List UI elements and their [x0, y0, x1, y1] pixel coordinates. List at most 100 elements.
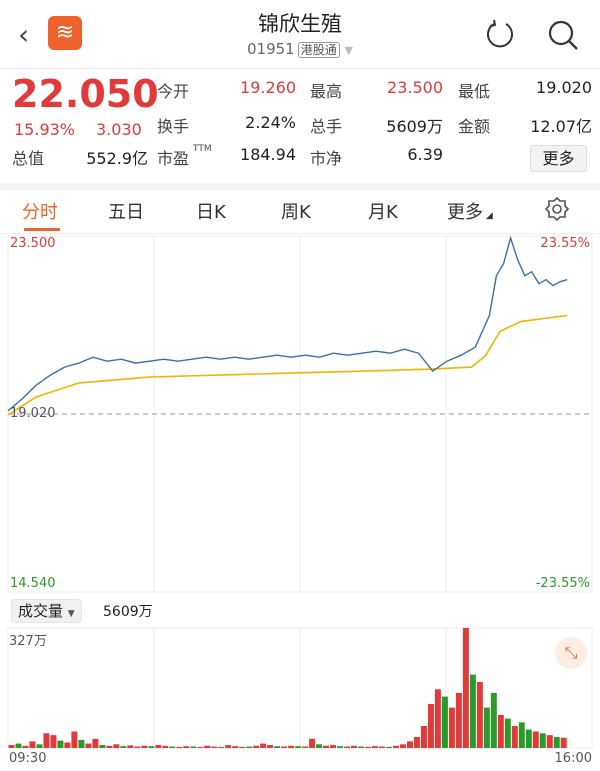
volume-bar — [539, 733, 546, 748]
volume-bar — [406, 741, 413, 748]
volume-bar — [211, 746, 218, 748]
intraday-chart[interactable] — [0, 234, 600, 771]
price-line — [7, 235, 568, 412]
volume-bar — [302, 746, 309, 748]
average-price-line — [7, 314, 568, 416]
volume-bar — [309, 738, 316, 748]
volume-bar — [29, 741, 36, 748]
y-tick-high: 23.500 — [10, 236, 56, 251]
volume-bar — [518, 722, 525, 748]
indicator-label: 成交量 — [18, 602, 64, 620]
volume-bar — [441, 696, 448, 748]
volume-bar — [560, 737, 567, 748]
search-icon[interactable] — [546, 18, 580, 52]
app-logo: ≋ — [48, 16, 82, 50]
field-label: 市盈 — [157, 149, 190, 168]
volume-bar — [337, 746, 344, 748]
volume-bar — [267, 745, 274, 748]
settings-icon[interactable] — [544, 196, 570, 222]
volume-bar — [78, 739, 85, 748]
volume-bar — [497, 714, 504, 748]
change-amount: 3.030 — [96, 120, 142, 139]
volume-bar — [36, 744, 43, 748]
volume-bar — [113, 744, 120, 748]
y-tick-prev-close: 19.020 — [10, 406, 56, 421]
divider — [0, 183, 600, 191]
volume-bar — [323, 745, 330, 748]
refresh-icon[interactable] — [484, 18, 516, 50]
volume-bar — [281, 746, 288, 748]
volume-bar — [420, 725, 427, 748]
tab-4[interactable]: 月K — [368, 202, 398, 223]
volume-bar — [64, 742, 71, 748]
volume-bar — [434, 689, 441, 748]
field-value: 6.39 — [407, 145, 443, 164]
volume-bar — [190, 746, 197, 748]
volume-max-label: 327万 — [9, 634, 47, 649]
volume-bar — [462, 628, 469, 748]
change-pct: 15.93% — [14, 120, 76, 139]
volume-bar — [176, 746, 183, 748]
volume-bar — [183, 746, 190, 748]
tab-0[interactable]: 分时 — [22, 202, 58, 223]
field-value: 12.07亿 — [530, 117, 592, 136]
field-label: 最高 — [310, 82, 343, 101]
more-quote-button[interactable]: 更多 — [530, 145, 587, 172]
volume-bar — [351, 745, 358, 748]
tab-more-marker-icon: ◢ — [483, 211, 493, 221]
volume-bar — [532, 731, 539, 748]
field-label: 最低 — [458, 82, 491, 101]
x-tick-start: 09:30 — [9, 751, 47, 766]
volume-bar — [260, 743, 267, 748]
volume-bar — [469, 674, 476, 748]
field-value: 184.94 — [240, 145, 296, 164]
tab-1[interactable]: 五日 — [108, 202, 144, 223]
market-tag: 港股通 — [297, 42, 340, 58]
volume-bar — [455, 692, 462, 748]
tab-active-indicator — [24, 228, 60, 231]
volume-bar — [141, 745, 148, 748]
volume-bar — [204, 745, 211, 748]
field-value: 23.500 — [387, 78, 443, 97]
volume-indicator-select[interactable]: 成交量 ▼ — [11, 599, 82, 623]
y-tick-high-pct: 23.55% — [540, 236, 590, 251]
x-tick-end: 16:00 — [554, 751, 592, 766]
divider — [0, 68, 600, 69]
stock-name: 锦欣生殖 — [258, 12, 342, 36]
expand-button[interactable]: ⤡ — [555, 637, 587, 669]
field-label: 市净 — [310, 149, 343, 168]
volume-bar — [197, 746, 204, 748]
volume-bar — [358, 746, 365, 748]
back-button[interactable]: ‹ — [18, 18, 30, 51]
tab-3[interactable]: 周K — [281, 202, 311, 223]
tab-5[interactable]: 更多 ◢ — [447, 202, 493, 223]
field-label-sup: TTM — [193, 144, 212, 154]
volume-bar — [134, 746, 141, 748]
volume-bar — [239, 746, 246, 748]
volume-bar — [553, 736, 560, 748]
volume-bar — [120, 746, 127, 748]
volume-bar — [490, 692, 497, 748]
volume-bar — [246, 746, 253, 748]
field-value: 19.260 — [240, 78, 296, 97]
stock-code: 01951 — [247, 40, 295, 58]
volume-bar — [99, 745, 106, 748]
field-label: 总值 — [12, 149, 45, 168]
stock-code-row[interactable]: 01951 港股通 ▼ — [0, 40, 600, 58]
field-value: 552.9亿 — [86, 149, 148, 168]
dropdown-icon[interactable]: ▼ — [344, 44, 353, 57]
volume-bar — [295, 746, 302, 748]
volume-bar — [71, 731, 78, 748]
volume-bar — [232, 746, 239, 748]
volume-bar — [50, 735, 57, 748]
volume-bar — [15, 743, 22, 748]
tab-2[interactable]: 日K — [196, 202, 226, 223]
volume-bar — [399, 744, 406, 748]
volume-bar — [378, 746, 385, 748]
volume-bar — [385, 746, 392, 748]
volume-bar — [365, 746, 371, 748]
volume-bar — [316, 744, 323, 748]
field-value: 5609万 — [386, 117, 443, 136]
volume-bar — [85, 743, 92, 748]
field-label: 今开 — [157, 82, 190, 101]
